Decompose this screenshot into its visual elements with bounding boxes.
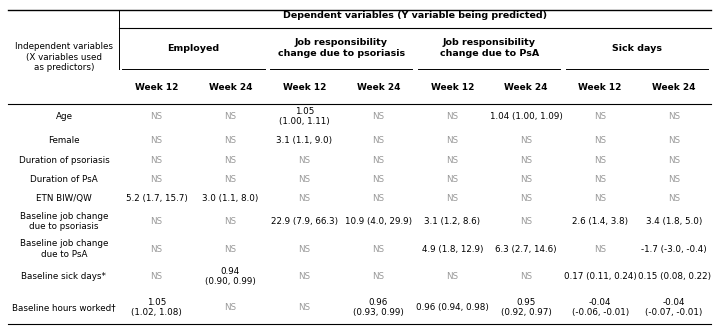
Text: Week 24: Week 24	[652, 83, 696, 92]
Text: 0.94
(0.90, 0.99): 0.94 (0.90, 0.99)	[205, 267, 256, 286]
Text: 0.96
(0.93, 0.99): 0.96 (0.93, 0.99)	[353, 297, 404, 317]
Text: 10.9 (4.0, 29.9): 10.9 (4.0, 29.9)	[344, 217, 412, 226]
Text: Duration of psoriasis: Duration of psoriasis	[19, 156, 109, 165]
Text: Week 24: Week 24	[209, 83, 252, 92]
Text: NS: NS	[446, 156, 458, 165]
Text: 3.1 (1.2, 8.6): 3.1 (1.2, 8.6)	[424, 217, 480, 226]
Text: NS: NS	[594, 136, 606, 145]
Text: NS: NS	[372, 156, 385, 165]
Text: NS: NS	[520, 156, 532, 165]
Text: Duration of PsA: Duration of PsA	[30, 174, 98, 184]
Text: NS: NS	[372, 136, 385, 145]
Text: NS: NS	[668, 174, 680, 184]
Text: Week 12: Week 12	[134, 83, 178, 92]
Text: 0.15 (0.08, 0.22): 0.15 (0.08, 0.22)	[638, 272, 710, 281]
Text: NS: NS	[150, 272, 162, 281]
Text: 22.9 (7.9, 66.3): 22.9 (7.9, 66.3)	[271, 217, 338, 226]
Text: NS: NS	[298, 156, 311, 165]
Text: Age: Age	[55, 112, 73, 121]
Text: Job responsibility
change due to psoriasis: Job responsibility change due to psorias…	[278, 38, 405, 58]
Text: Week 12: Week 12	[579, 83, 622, 92]
Text: NS: NS	[446, 174, 458, 184]
Text: 5.2 (1.7, 15.7): 5.2 (1.7, 15.7)	[126, 194, 188, 203]
Text: NS: NS	[520, 217, 532, 226]
Text: NS: NS	[298, 194, 311, 203]
Text: 3.1 (1.1, 9.0): 3.1 (1.1, 9.0)	[276, 136, 332, 145]
Text: NS: NS	[668, 112, 680, 121]
Text: NS: NS	[150, 245, 162, 254]
Text: -0.04
(-0.07, -0.01): -0.04 (-0.07, -0.01)	[646, 297, 702, 317]
Text: NS: NS	[446, 272, 458, 281]
Text: NS: NS	[594, 156, 606, 165]
Text: -0.04
(-0.06, -0.01): -0.04 (-0.06, -0.01)	[572, 297, 629, 317]
Text: NS: NS	[446, 136, 458, 145]
Text: Baseline hours worked†: Baseline hours worked†	[12, 303, 116, 312]
Text: 1.05
(1.00, 1.11): 1.05 (1.00, 1.11)	[279, 107, 330, 126]
Text: Week 24: Week 24	[505, 83, 548, 92]
Text: Employed: Employed	[168, 44, 219, 52]
Text: NS: NS	[298, 245, 311, 254]
Text: NS: NS	[668, 136, 680, 145]
Text: NS: NS	[150, 156, 162, 165]
Text: 1.05
(1.02, 1.08): 1.05 (1.02, 1.08)	[131, 297, 182, 317]
Text: NS: NS	[224, 156, 237, 165]
Text: 0.17 (0.11, 0.24): 0.17 (0.11, 0.24)	[564, 272, 636, 281]
Text: NS: NS	[594, 194, 606, 203]
Text: NS: NS	[224, 112, 237, 121]
Text: 0.95
(0.92, 0.97): 0.95 (0.92, 0.97)	[500, 297, 551, 317]
Text: 6.3 (2.7, 14.6): 6.3 (2.7, 14.6)	[495, 245, 557, 254]
Text: 2.6 (1.4, 3.8): 2.6 (1.4, 3.8)	[572, 217, 628, 226]
Text: NS: NS	[446, 194, 458, 203]
Text: 1.04 (1.00, 1.09): 1.04 (1.00, 1.09)	[490, 112, 563, 121]
Text: NS: NS	[224, 303, 237, 312]
Text: NS: NS	[520, 272, 532, 281]
Text: NS: NS	[372, 272, 385, 281]
Text: 3.4 (1.8, 5.0): 3.4 (1.8, 5.0)	[646, 217, 702, 226]
Text: NS: NS	[224, 217, 237, 226]
Text: Independent variables
(X variables used
as predictors): Independent variables (X variables used …	[15, 42, 113, 72]
Text: NS: NS	[668, 194, 680, 203]
Text: NS: NS	[224, 136, 237, 145]
Text: NS: NS	[594, 245, 606, 254]
Text: 4.9 (1.8, 12.9): 4.9 (1.8, 12.9)	[421, 245, 483, 254]
Text: NS: NS	[298, 272, 311, 281]
Text: ETN BIW/QW: ETN BIW/QW	[36, 194, 92, 203]
Text: NS: NS	[298, 303, 311, 312]
Text: NS: NS	[150, 174, 162, 184]
Text: Week 12: Week 12	[283, 83, 326, 92]
Text: Baseline job change
due to PsA: Baseline job change due to PsA	[20, 239, 108, 259]
Text: Sick days: Sick days	[612, 44, 662, 52]
Text: NS: NS	[372, 194, 385, 203]
Text: -1.7 (-3.0, -0.4): -1.7 (-3.0, -0.4)	[641, 245, 707, 254]
Text: NS: NS	[372, 112, 385, 121]
Text: NS: NS	[520, 194, 532, 203]
Text: NS: NS	[150, 112, 162, 121]
Text: NS: NS	[594, 174, 606, 184]
Text: NS: NS	[372, 174, 385, 184]
Text: NS: NS	[668, 156, 680, 165]
Text: Baseline sick days*: Baseline sick days*	[22, 272, 106, 281]
Text: Week 24: Week 24	[357, 83, 400, 92]
Text: NS: NS	[298, 174, 311, 184]
Text: Baseline job change
due to psoriasis: Baseline job change due to psoriasis	[20, 212, 108, 231]
Text: Job responsibility
change due to PsA: Job responsibility change due to PsA	[439, 38, 539, 58]
Text: Dependent variables (Y variable being predicted): Dependent variables (Y variable being pr…	[283, 11, 547, 20]
Text: NS: NS	[446, 112, 458, 121]
Text: NS: NS	[372, 245, 385, 254]
Text: NS: NS	[224, 245, 237, 254]
Text: NS: NS	[150, 217, 162, 226]
Text: NS: NS	[224, 174, 237, 184]
Text: Female: Female	[48, 136, 80, 145]
Text: NS: NS	[150, 136, 162, 145]
Text: NS: NS	[520, 174, 532, 184]
Text: Week 12: Week 12	[431, 83, 474, 92]
Text: 0.96 (0.94, 0.98): 0.96 (0.94, 0.98)	[416, 303, 489, 312]
Text: NS: NS	[594, 112, 606, 121]
Text: NS: NS	[520, 136, 532, 145]
Text: 3.0 (1.1, 8.0): 3.0 (1.1, 8.0)	[202, 194, 259, 203]
